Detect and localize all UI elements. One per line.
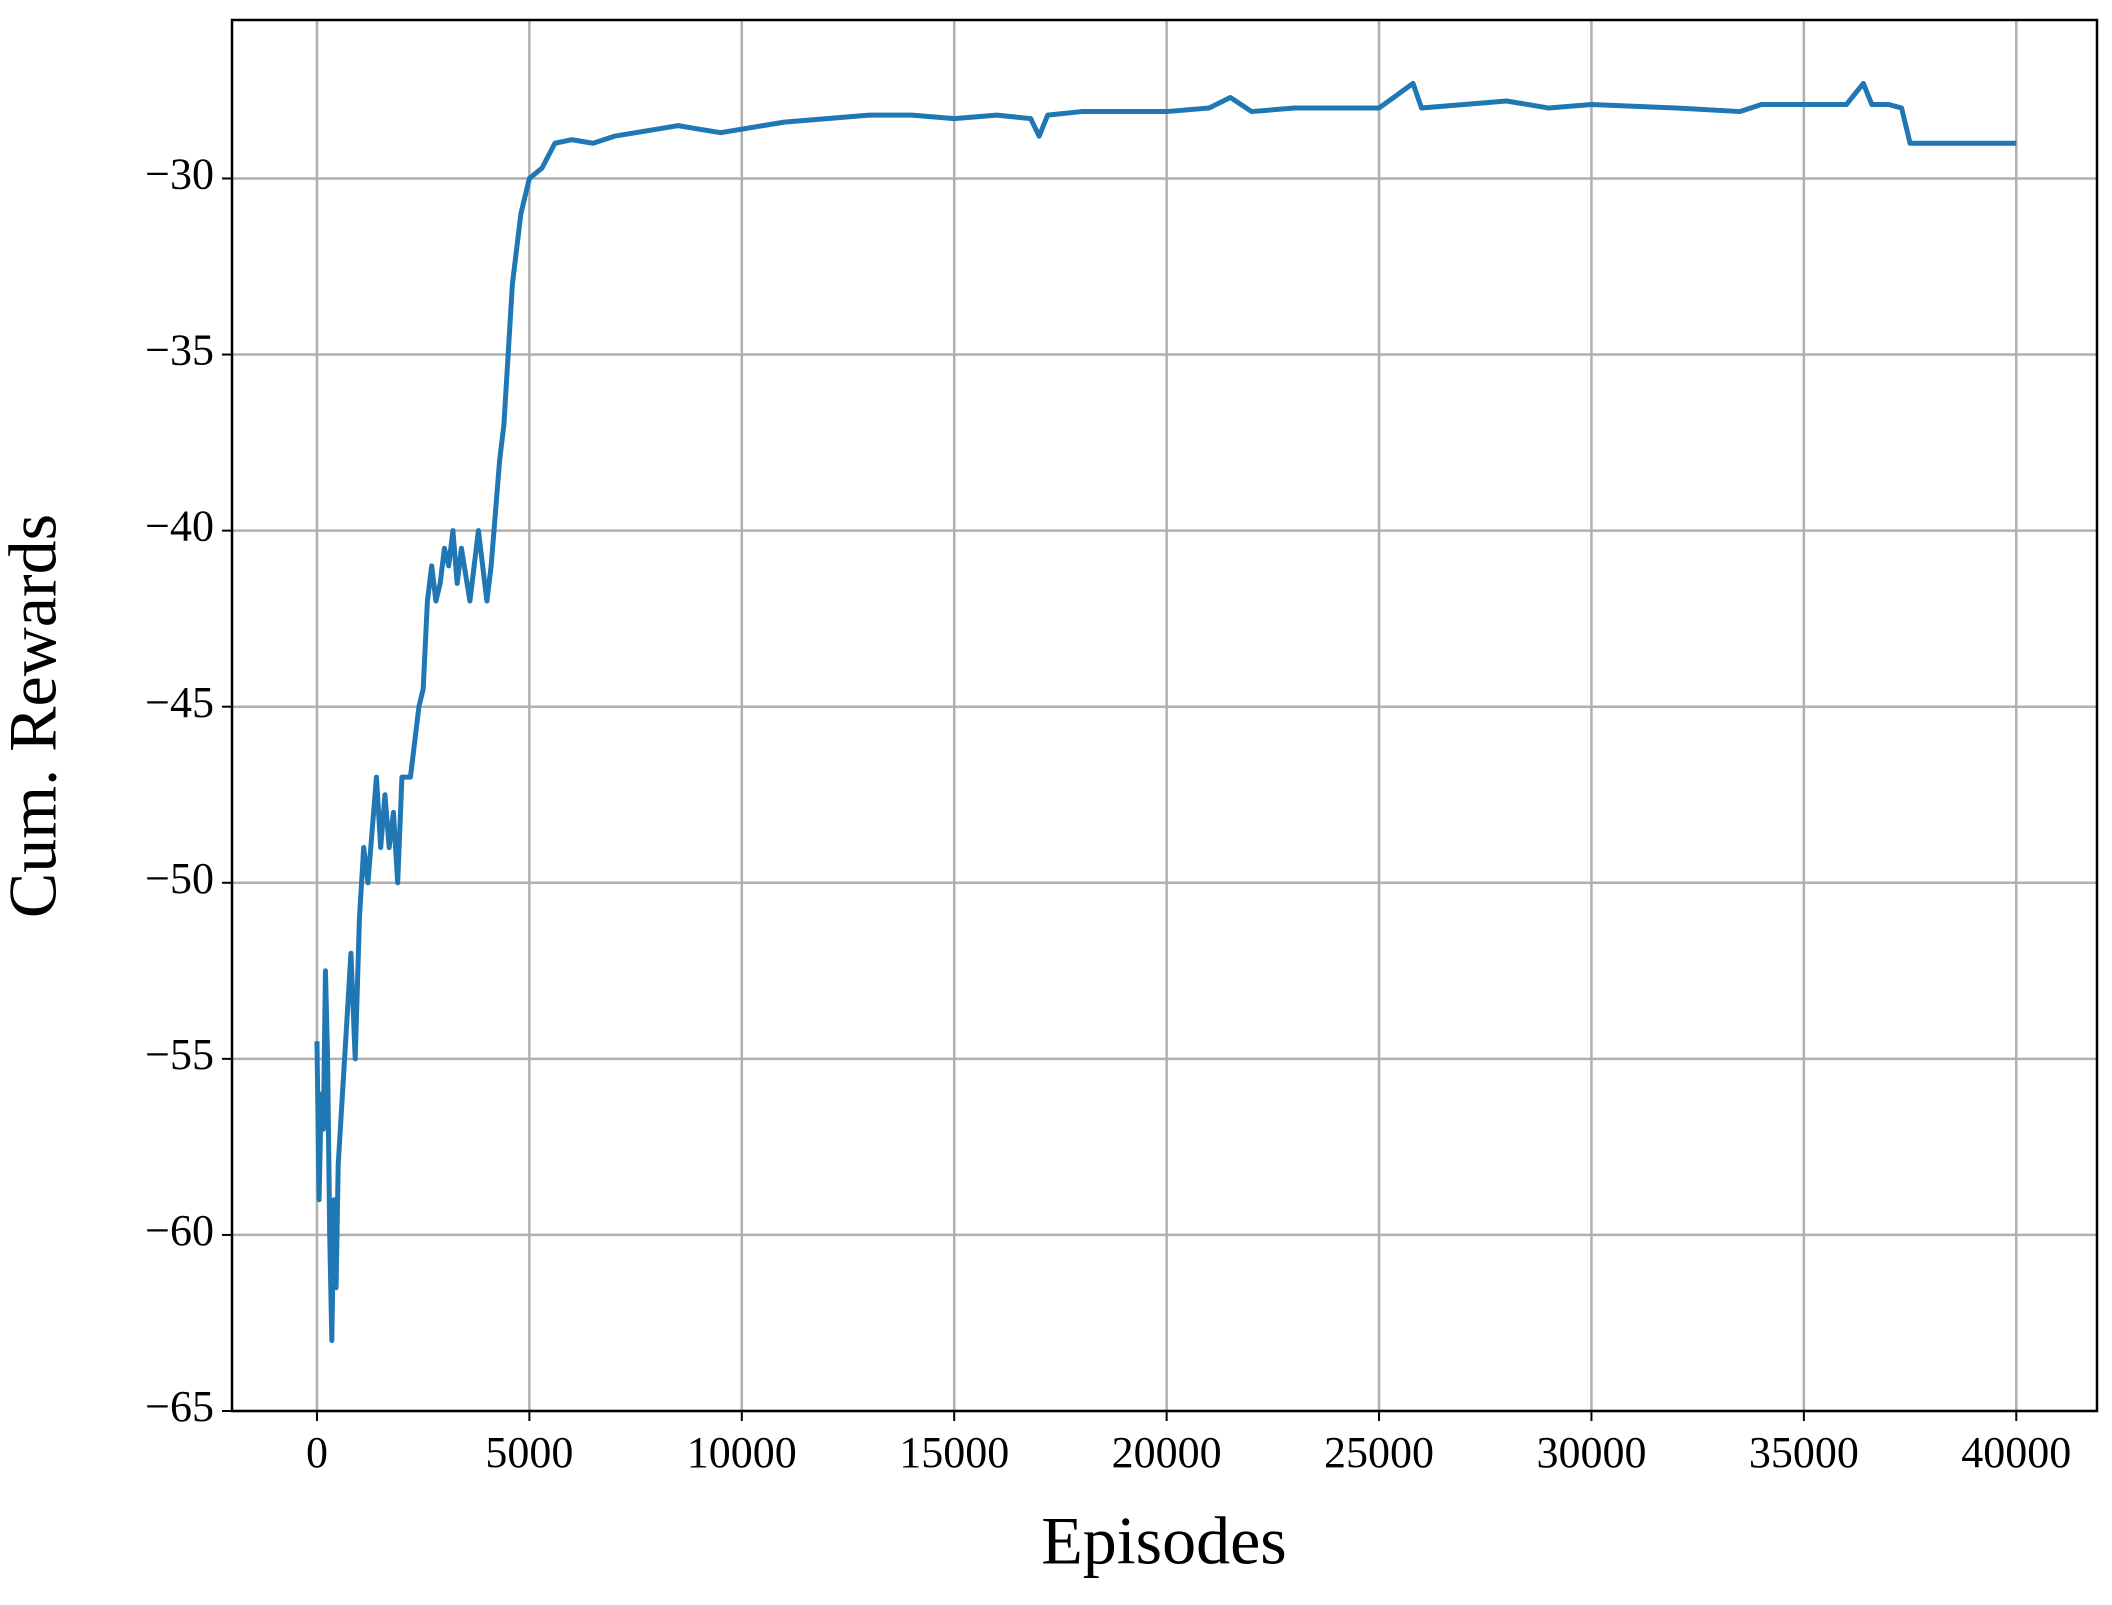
line	[314, 80, 2017, 1344]
y-tick-label: −45	[145, 678, 214, 727]
y-tick-label: −60	[145, 1206, 214, 1255]
x-tick-label: 0	[306, 1428, 328, 1477]
x-tick-label: 25000	[1324, 1428, 1434, 1477]
x-axis-label: Episodes	[1041, 1503, 1287, 1579]
x-tick-label: 40000	[1961, 1428, 2071, 1477]
x-tick-label: 15000	[899, 1428, 1009, 1477]
y-axis-label: Cum. Rewards	[0, 514, 71, 918]
x-tick-label: 5000	[485, 1428, 573, 1477]
y-tick-label: −65	[145, 1382, 214, 1431]
y-tick-label: −30	[145, 150, 214, 199]
y-tick-label: −55	[145, 1030, 214, 1079]
y-tick-label: −35	[145, 326, 214, 375]
y-tick-label: −40	[145, 502, 214, 551]
x-tick-label: 30000	[1536, 1428, 1646, 1477]
plot-frame	[230, 18, 2099, 1413]
y-tick-label: −50	[145, 854, 214, 903]
x-tick-label: 10000	[687, 1428, 797, 1477]
x-tick-label: 20000	[1112, 1428, 1222, 1477]
x-tick-label: 35000	[1749, 1428, 1859, 1477]
